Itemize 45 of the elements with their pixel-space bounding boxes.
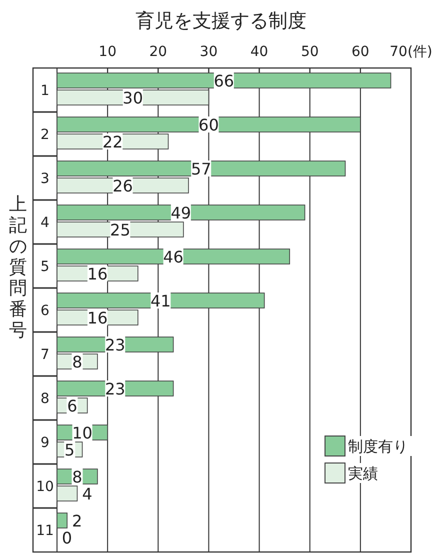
x-tick-label: 50 — [300, 44, 319, 60]
data-label: 10 — [72, 423, 92, 442]
data-label: 30 — [122, 88, 144, 108]
y-tick-label: 6 — [40, 303, 50, 320]
data-label: 66 — [214, 71, 234, 90]
data-label: 49 — [170, 203, 192, 222]
data-label: 16 — [87, 264, 108, 284]
x-tick-label: 20 — [149, 44, 168, 60]
y-tick-label: 9 — [40, 435, 50, 452]
y-tick-label: 2 — [40, 127, 50, 144]
data-label: 60 — [198, 115, 219, 134]
x-tick-label: 40 — [250, 44, 268, 60]
y-tick-label: 3 — [40, 171, 50, 188]
data-label: 26 — [112, 176, 133, 196]
y-axis-title: 上記の質問番号 — [9, 194, 27, 341]
y-tick-label: 5 — [40, 259, 50, 276]
data-label: 2 — [72, 511, 82, 530]
data-label: 4 — [82, 484, 92, 504]
data-label: 23 — [104, 379, 126, 398]
y-tick-label: 8 — [40, 391, 50, 408]
data-label: 16 — [87, 308, 108, 328]
chart-title: 育児を支援する制度 — [136, 10, 306, 32]
data-label: 5 — [64, 440, 75, 460]
y-tick-label: 10 — [36, 479, 54, 496]
y-tick-label: 11 — [36, 523, 54, 540]
data-label: 25 — [110, 220, 130, 240]
bar — [56, 512, 68, 528]
data-label: 57 — [190, 159, 212, 178]
data-label: 22 — [102, 132, 123, 152]
data-label: 0 — [62, 528, 72, 548]
data-label: 41 — [150, 291, 171, 310]
y-tick-label: 7 — [40, 347, 50, 364]
y-tick-label: 1 — [40, 83, 50, 100]
x-tick-label: 70(件) — [390, 44, 432, 60]
data-label: 8 — [72, 467, 82, 486]
data-label: 8 — [72, 352, 82, 372]
legend-label: 制度有り — [348, 437, 408, 456]
data-label: 46 — [163, 247, 184, 266]
y-tick-label: 4 — [40, 215, 50, 232]
data-label: 6 — [67, 396, 78, 416]
legend-label: 実績 — [348, 464, 378, 482]
x-tick-label: 10 — [98, 44, 116, 60]
data-label: 23 — [104, 335, 126, 354]
x-tick-label: 60 — [352, 44, 370, 60]
x-tick-label: 30 — [200, 44, 218, 60]
